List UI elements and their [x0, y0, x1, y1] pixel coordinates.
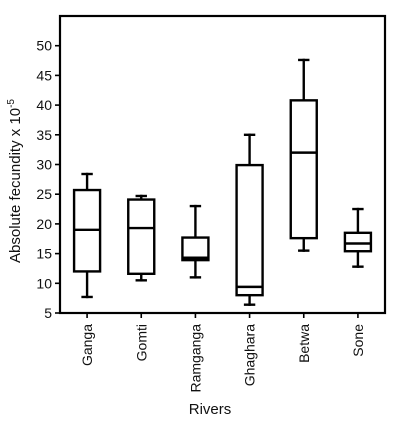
y-tick-label: 10 — [36, 275, 52, 291]
x-tick-label: Sone — [350, 324, 366, 357]
y-axis-title: Absolute fecundity x 10-5 — [6, 99, 24, 263]
interquartile-box — [127, 198, 156, 275]
x-tick-label: Ganga — [79, 324, 95, 366]
x-tick-label: Betwa — [296, 324, 312, 363]
interquartile-box — [181, 236, 210, 262]
box-betwa — [289, 58, 318, 252]
y-tick-label: 35 — [36, 127, 52, 143]
box-gomti — [127, 194, 156, 282]
interquartile-box — [235, 163, 264, 297]
y-tick-label: 20 — [36, 216, 52, 232]
y-axis-title-text: Absolute fecundity x 10 — [7, 108, 24, 263]
x-axis-ticks: Ganga Gomti Ramganga Ghaghara Betwa Sone — [79, 313, 366, 393]
x-tick-label: Ramganga — [187, 324, 203, 393]
y-axis-ticks: 5 10 15 20 25 30 35 40 45 50 — [36, 38, 60, 321]
box-ramganga — [181, 204, 210, 279]
y-tick-label: 15 — [36, 246, 52, 262]
interquartile-box — [289, 99, 318, 240]
y-tick-label: 5 — [44, 305, 52, 321]
y-tick-label: 25 — [36, 186, 52, 202]
y-tick-label: 45 — [36, 67, 52, 83]
x-tick-label: Gomti — [133, 324, 149, 361]
box-sone — [343, 207, 373, 268]
box-ganga — [72, 172, 102, 299]
x-tick-label: Ghaghara — [242, 324, 258, 386]
x-axis-title: Rivers — [189, 401, 232, 418]
box-series — [72, 58, 373, 306]
y-tick-label: 30 — [36, 157, 52, 173]
y-tick-label: 50 — [36, 38, 52, 54]
y-axis-title-exponent: -5 — [6, 99, 17, 108]
box-ghaghara — [235, 133, 264, 306]
y-tick-label: 40 — [36, 97, 52, 113]
interquartile-box — [343, 231, 373, 253]
plot-frame — [58, 14, 387, 315]
